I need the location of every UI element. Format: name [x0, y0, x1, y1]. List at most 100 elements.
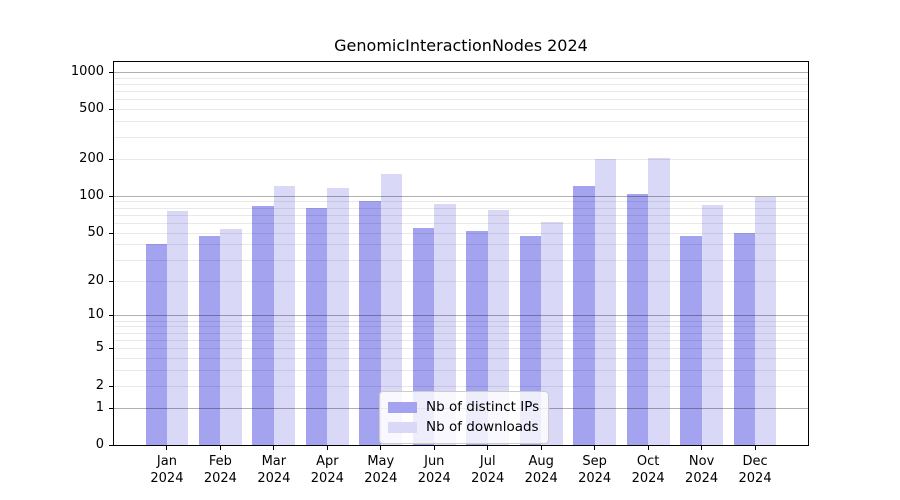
bar-distinct-ips-oct — [626, 193, 649, 445]
gridline-minor — [114, 136, 808, 138]
bar-downloads-jan — [166, 211, 189, 445]
y-tick-label: 0 — [95, 437, 104, 452]
y-tick-label: 1 — [95, 399, 104, 415]
gridline-minor — [114, 83, 808, 85]
x-tick — [701, 446, 703, 450]
gridline-minor — [114, 339, 808, 341]
legend-item-distinct-ips: Nb of distinct IPs — [388, 397, 539, 417]
bar-distinct-ips-dec — [733, 232, 756, 445]
gridline-minor — [114, 370, 808, 372]
gridline-major — [114, 71, 808, 73]
y-tick — [109, 348, 113, 350]
x-tick — [594, 446, 596, 450]
x-axis: Jan 2024 Feb 2024 Mar 2024 Apr 2024 May 2024… — [114, 446, 808, 496]
gridline-minor — [114, 358, 808, 360]
bar-downloads-nov — [701, 205, 723, 445]
gridline-minor — [114, 259, 808, 261]
x-tick — [647, 446, 649, 450]
y-tick-label: 500 — [79, 101, 104, 117]
x-tick-label: Nov 2024 — [685, 454, 719, 486]
legend-item-downloads: Nb of downloads — [388, 417, 539, 437]
y-tick — [109, 158, 113, 160]
y-tick — [109, 315, 113, 317]
gridline-major — [114, 315, 808, 317]
y-tick-label: 1000 — [70, 63, 104, 79]
bar-downloads-mar — [273, 185, 296, 445]
plot-area — [113, 61, 809, 446]
x-tick-label: Jan 2024 — [150, 454, 184, 486]
gridline-minor — [114, 77, 808, 79]
bar-downloads-jul — [487, 209, 510, 445]
gridline-minor — [114, 109, 808, 111]
bar-downloads-aug — [541, 222, 563, 445]
y-tick-label: 10 — [87, 307, 104, 323]
gridline-minor — [114, 201, 808, 203]
x-tick — [326, 446, 328, 450]
y-tick-label: 5 — [95, 340, 104, 356]
x-tick — [754, 446, 756, 450]
chart-title: GenomicInteractionNodes 2024 — [334, 36, 588, 55]
y-tick-label: 20 — [87, 272, 104, 288]
x-tick-label: Feb 2024 — [203, 454, 237, 486]
gridline-minor — [114, 244, 808, 246]
legend-label-distinct-ips: Nb of distinct IPs — [426, 399, 540, 415]
y-tick — [109, 445, 113, 446]
y-tick-label: 200 — [79, 150, 104, 166]
gridline-minor — [114, 348, 808, 350]
gridline-minor — [114, 91, 808, 93]
x-tick — [487, 446, 489, 450]
bar-distinct-ips-feb — [199, 235, 221, 445]
bar-distinct-ips-may — [359, 201, 381, 445]
x-tick — [219, 446, 221, 450]
x-tick — [380, 446, 382, 450]
bar-downloads-oct — [648, 157, 670, 445]
gridline-minor — [114, 332, 808, 334]
x-tick-label: Dec 2024 — [738, 454, 772, 486]
gridline-minor — [114, 121, 808, 123]
bar-downloads-sep — [594, 158, 617, 445]
gridline-minor — [114, 385, 808, 387]
bar-distinct-ips-jan — [145, 244, 167, 445]
x-tick — [273, 446, 275, 450]
grid-layer — [114, 62, 808, 445]
x-tick — [166, 446, 168, 450]
bar-downloads-apr — [327, 188, 349, 445]
x-tick-label: Aug 2024 — [524, 454, 558, 486]
bar-distinct-ips-nov — [680, 235, 702, 445]
gridline-minor — [114, 207, 808, 209]
bar-distinct-ips-mar — [252, 206, 274, 445]
bar-downloads-feb — [220, 228, 242, 445]
y-tick-label: 100 — [79, 187, 104, 203]
legend-label-downloads: Nb of downloads — [426, 419, 539, 435]
gridline-minor — [114, 320, 808, 322]
x-tick-label: May 2024 — [364, 454, 398, 486]
gridline-minor — [114, 326, 808, 328]
gridline-minor — [114, 99, 808, 101]
bar-distinct-ips-jun — [412, 227, 435, 445]
x-tick-label: Apr 2024 — [310, 454, 344, 486]
bar-downloads-dec — [755, 197, 777, 445]
x-tick-label: Oct 2024 — [631, 454, 665, 486]
gridline-minor — [114, 222, 808, 224]
gridline-major — [114, 195, 808, 197]
gridline-minor — [114, 158, 808, 160]
x-tick-label: Jun 2024 — [417, 454, 451, 486]
gridline-minor — [114, 232, 808, 234]
gridline-minor — [114, 214, 808, 216]
y-axis: 0 1 2 5 10 20 50 100 200 500 1000 — [0, 62, 113, 452]
y-tick — [109, 71, 113, 73]
y-tick-label: 50 — [87, 224, 104, 240]
bar-distinct-ips-apr — [305, 207, 328, 445]
gridline-minor — [114, 280, 808, 282]
y-tick — [109, 407, 113, 409]
bar-downloads-jun — [434, 203, 456, 445]
y-tick — [109, 385, 113, 387]
y-tick — [109, 195, 113, 197]
y-tick-label: 2 — [95, 377, 104, 393]
bar-downloads-may — [380, 174, 403, 445]
x-tick — [433, 446, 435, 450]
x-tick-label: Sep 2024 — [578, 454, 612, 486]
y-tick — [109, 232, 113, 234]
y-tick — [109, 280, 113, 282]
